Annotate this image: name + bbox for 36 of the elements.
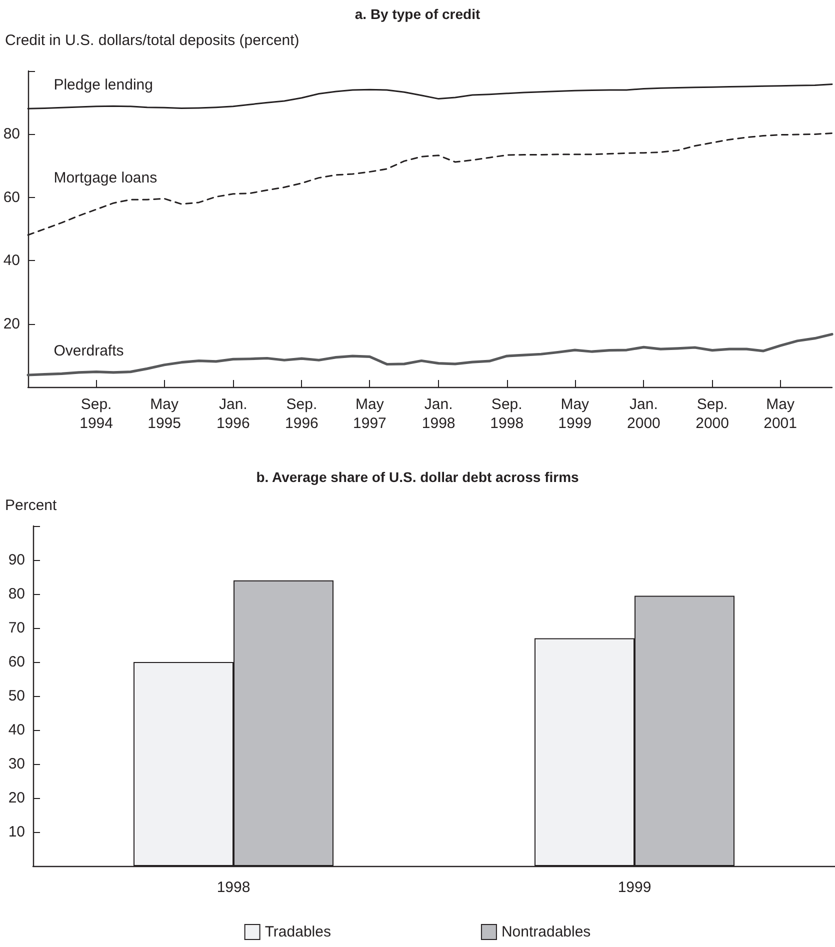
x-tick-label: Sep. 1998: [490, 396, 524, 432]
y-axis-title: Percent: [5, 497, 58, 514]
y-tick-label: 40: [3, 252, 20, 270]
legend-label: Tradables: [264, 924, 331, 940]
x-tick-label: Jan. 2000: [627, 396, 660, 432]
y-tick-label: 60: [3, 188, 20, 206]
y-tick-label: 80: [8, 586, 25, 602]
y-tick-label: 50: [8, 688, 25, 704]
legend-label: Nontradables: [501, 924, 591, 940]
chart-title: a. By type of credit: [354, 6, 480, 22]
y-tick-label: 30: [8, 756, 25, 772]
x-tick-label: 1998: [216, 879, 250, 896]
series-label: Mortgage loans: [54, 170, 158, 187]
x-tick-label: Jan. 1996: [216, 396, 250, 432]
y-tick-label: 90: [8, 552, 25, 568]
y-tick-label: 60: [8, 654, 25, 670]
y-tick-label: 40: [8, 722, 25, 738]
series-label: Overdrafts: [54, 342, 124, 360]
y-tick-label: 10: [8, 824, 25, 840]
x-tick-label: May 2001: [764, 396, 797, 432]
x-tick-label: 1999: [618, 879, 652, 896]
y-tick-label: 80: [3, 126, 20, 143]
line-series: [26, 332, 834, 376]
chart-title: b. Average share of U.S. dollar debt across firms: [256, 469, 580, 485]
x-tick-label: Sep. 2000: [696, 396, 729, 432]
x-tick-label: Sep. 1994: [80, 396, 113, 432]
x-tick-label: Jan. 1998: [422, 396, 456, 432]
x-tick-label: May 1999: [558, 396, 592, 432]
series-label: Pledge lending: [54, 76, 153, 94]
y-tick-label: 70: [8, 620, 25, 636]
x-tick-label: May 1995: [148, 396, 181, 432]
x-tick-label: Sep. 1996: [285, 396, 318, 432]
x-tick-label: May 1997: [353, 396, 386, 432]
y-axis-title: Credit in U.S. dollars/total deposits (percent): [5, 32, 300, 49]
y-tick-label: 20: [3, 315, 20, 332]
y-tick-label: 20: [8, 790, 25, 806]
